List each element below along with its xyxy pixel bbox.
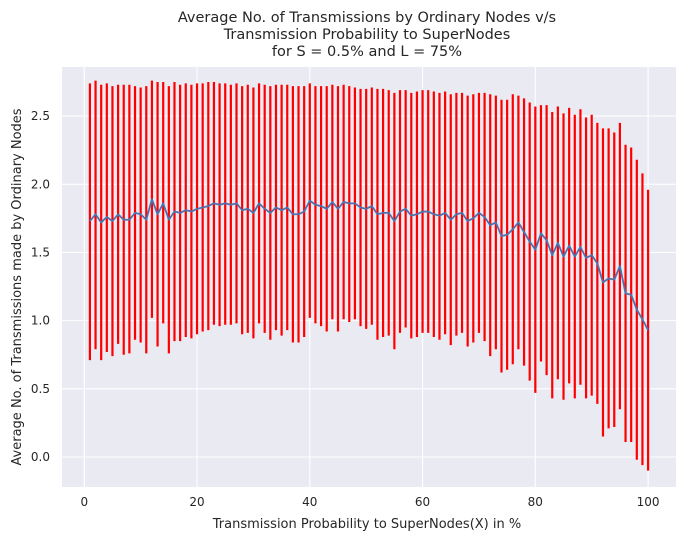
y-tick-label: 1.5 [31,245,50,259]
x-tick-label: 60 [415,495,430,509]
y-tick-label: 0.5 [31,382,50,396]
y-tick-label: 1.0 [31,314,50,328]
x-tick-label: 0 [80,495,88,509]
x-tick-labels: 0 20 40 60 80 100 [80,495,659,509]
x-tick-label: 20 [189,495,204,509]
x-tick-label: 100 [637,495,660,509]
x-tick-label: 40 [302,495,317,509]
y-tick-label: 0.0 [31,450,50,464]
title-line-2: Transmission Probability to SuperNodes [223,27,511,43]
y-tick-label: 2.5 [31,109,50,123]
y-tick-labels: 0.0 0.5 1.0 1.5 2.0 2.5 [31,109,50,464]
y-axis-label: Average No. of Transmissions made by Ord… [10,108,25,465]
title-line-1: Average No. of Transmissions by Ordinary… [178,10,556,26]
plot-area [62,67,676,487]
mean-series-line [89,198,649,331]
x-axis-label: Transmission Probability to SuperNodes(X… [212,517,521,532]
chart-title: Average No. of Transmissions by Ordinary… [178,10,556,60]
y-tick-label: 2.0 [31,177,50,191]
title-line-3: for S = 0.5% and L = 75% [272,44,462,60]
x-tick-label: 80 [528,495,543,509]
